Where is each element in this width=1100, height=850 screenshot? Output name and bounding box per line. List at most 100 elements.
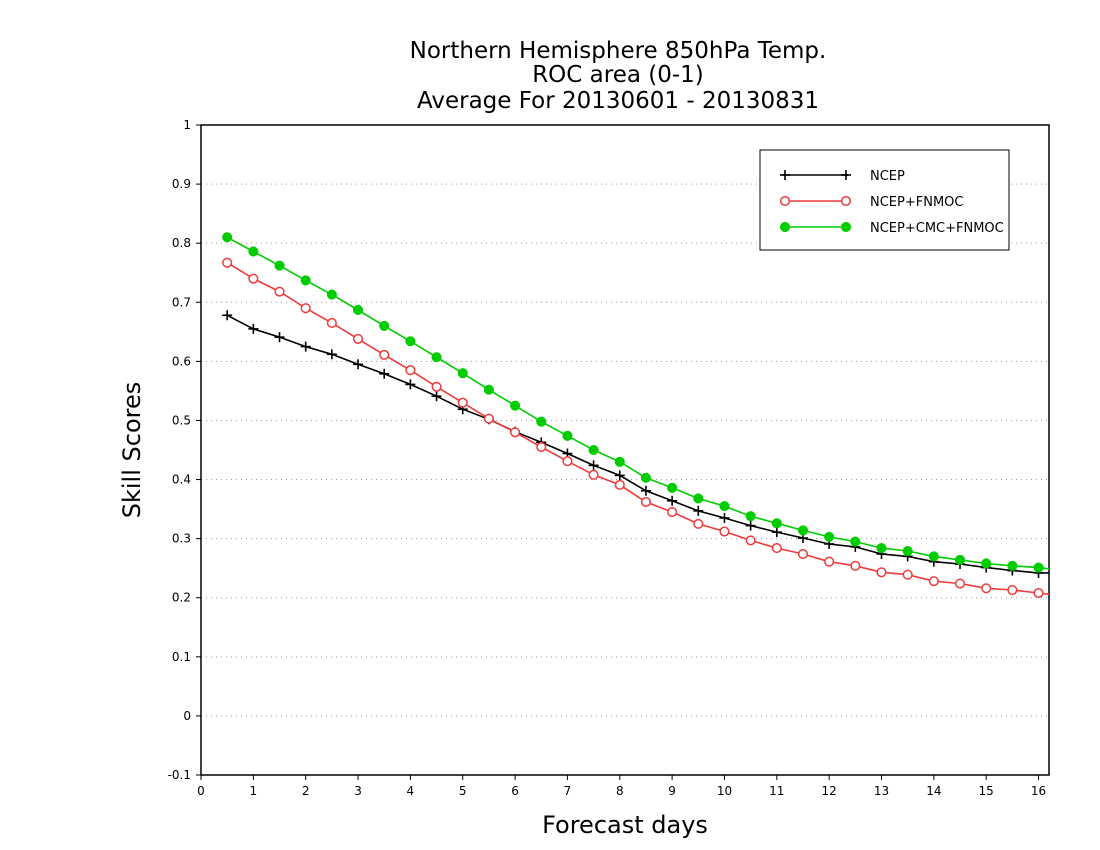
- series-2: [222, 232, 1050, 573]
- series-line: [226, 236, 1050, 570]
- data-point: [667, 506, 678, 518]
- data-point: [457, 397, 468, 408]
- data-point: [483, 384, 494, 395]
- data-point: [902, 545, 913, 557]
- y-tick-label: 0.4: [172, 473, 191, 487]
- x-tick-label: 4: [407, 784, 415, 798]
- data-point: [1007, 560, 1018, 571]
- data-point: [352, 304, 364, 316]
- legend-marker: [779, 221, 791, 233]
- data-point: [510, 427, 521, 438]
- data-point: [536, 441, 547, 453]
- series-layer: [222, 232, 1050, 599]
- data-point: [928, 576, 939, 587]
- y-tick-label: -0.1: [168, 768, 191, 782]
- data-point: [536, 416, 547, 427]
- x-tick-label: 2: [302, 784, 310, 798]
- data-point: [300, 275, 311, 286]
- series-line: [226, 262, 1050, 595]
- data-point: [248, 323, 259, 334]
- data-point: [588, 444, 599, 456]
- data-point: [379, 320, 390, 331]
- data-point: [588, 469, 599, 480]
- data-point: [614, 456, 625, 467]
- data-point: [457, 368, 468, 379]
- x-tick-label: 10: [717, 784, 732, 798]
- data-point: [693, 505, 704, 516]
- data-point: [405, 365, 416, 376]
- legend-label: NCEP: [870, 169, 905, 184]
- data-point: [667, 495, 678, 506]
- legend-marker: [780, 170, 790, 180]
- legend-label: NCEP+FNMOC: [870, 195, 963, 210]
- x-axis-title: Forecast days: [542, 811, 708, 839]
- data-point: [719, 501, 730, 512]
- data-point: [614, 470, 625, 481]
- data-point: [902, 569, 913, 580]
- data-point: [745, 520, 756, 531]
- legend: NCEP NCEP+FNMOC NCEP+CMC+FNMOC: [759, 149, 1010, 251]
- x-tick-label: 15: [979, 784, 994, 798]
- legend-marker: [840, 195, 852, 207]
- data-point: [824, 531, 835, 542]
- data-point: [954, 554, 966, 565]
- legend-entries: NCEP NCEP+FNMOC NCEP+CMC+FNMOC: [779, 169, 1004, 236]
- data-point: [640, 485, 651, 496]
- data-point: [326, 289, 337, 300]
- data-point: [719, 512, 730, 523]
- data-point: [326, 317, 337, 329]
- gridlines: [201, 183, 1049, 717]
- data-point: [876, 567, 887, 578]
- data-point: [300, 303, 311, 314]
- x-tick-label: 5: [459, 784, 467, 798]
- data-point: [248, 273, 259, 284]
- legend-marker: [840, 221, 852, 233]
- data-point: [379, 349, 390, 360]
- data-point: [379, 368, 390, 379]
- data-point: [981, 583, 992, 594]
- y-tick-label: 0.8: [172, 236, 191, 250]
- y-tick-label: 0: [183, 709, 191, 723]
- data-point: [326, 349, 337, 360]
- data-point: [824, 556, 835, 567]
- data-point: [300, 341, 311, 352]
- axis-ticks: -0.100.10.20.30.40.50.60.70.80.910 1 2 3 4 5 6…: [168, 118, 1047, 798]
- data-point: [850, 536, 861, 547]
- data-point: [562, 430, 573, 441]
- x-tick-label: 9: [668, 784, 676, 798]
- data-point: [562, 456, 573, 467]
- legend-marker: [779, 195, 791, 207]
- x-tick-label: 1: [250, 784, 258, 798]
- data-point: [353, 359, 364, 370]
- data-point: [693, 518, 704, 529]
- data-point: [222, 232, 233, 243]
- x-tick-label: 11: [769, 784, 784, 798]
- plot-frame: [200, 124, 1050, 776]
- legend-item: NCEP+FNMOC: [779, 195, 963, 210]
- x-tick-label: 6: [511, 784, 519, 798]
- x-tick-label: 8: [616, 784, 624, 798]
- legend-box: [759, 149, 1010, 251]
- y-tick-label: 1: [183, 118, 191, 132]
- data-point: [876, 543, 887, 554]
- x-tick-label: 14: [926, 784, 941, 798]
- y-tick-label: 0.9: [172, 177, 191, 191]
- data-point: [667, 482, 678, 493]
- data-point: [981, 558, 992, 569]
- data-point: [693, 493, 704, 504]
- data-point: [745, 511, 756, 522]
- data-point: [588, 460, 599, 471]
- data-point: [771, 527, 782, 538]
- legend-item: NCEP: [780, 169, 905, 184]
- data-point: [1033, 587, 1044, 599]
- data-point: [274, 332, 285, 343]
- legend-marker: [841, 170, 851, 180]
- y-tick-label: 0.3: [172, 532, 191, 546]
- data-point: [510, 400, 521, 411]
- data-point: [719, 526, 730, 537]
- series-1: [222, 257, 1050, 599]
- chart-title-line-2: ROC area (0-1): [532, 62, 704, 88]
- data-point: [745, 535, 756, 546]
- data-point: [222, 257, 233, 268]
